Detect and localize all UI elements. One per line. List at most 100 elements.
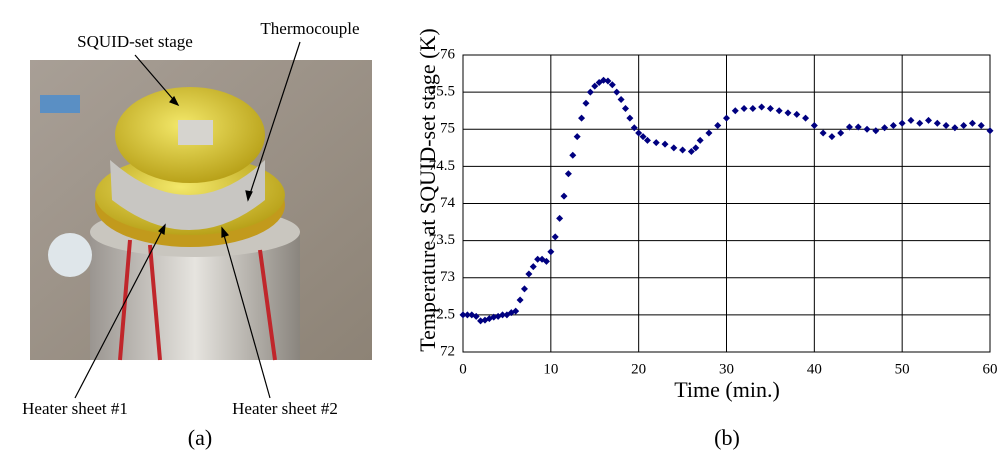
point xyxy=(863,125,871,133)
point xyxy=(819,129,827,137)
point xyxy=(582,99,590,107)
x-tick-label: 30 xyxy=(719,361,734,377)
y-tick-label: 72.5 xyxy=(429,306,455,322)
point xyxy=(986,127,994,135)
y-tick-label: 72 xyxy=(440,343,455,359)
point xyxy=(758,103,766,111)
point xyxy=(643,136,651,144)
caption: (b) xyxy=(714,425,740,450)
point xyxy=(705,129,713,137)
caption: (a) xyxy=(188,425,212,450)
point xyxy=(766,104,774,112)
point xyxy=(542,257,550,265)
point xyxy=(463,311,471,319)
y-tick-label: 75 xyxy=(440,121,455,137)
x-axis-title: Time (min.) xyxy=(674,377,780,402)
point xyxy=(714,122,722,130)
point xyxy=(925,116,933,124)
point xyxy=(569,151,577,159)
point xyxy=(507,309,515,317)
point xyxy=(696,136,704,144)
point xyxy=(731,107,739,115)
point xyxy=(942,122,950,130)
point xyxy=(661,140,669,148)
point xyxy=(516,296,524,304)
point xyxy=(845,123,853,131)
x-tick-label: 50 xyxy=(895,361,910,377)
point xyxy=(534,255,542,263)
point xyxy=(626,114,634,122)
point xyxy=(933,119,941,127)
point xyxy=(459,311,467,319)
point xyxy=(630,124,638,132)
point xyxy=(907,116,915,124)
point xyxy=(499,311,507,319)
y-tick-label: 73.5 xyxy=(429,232,455,248)
point xyxy=(670,144,678,152)
y-tick-label: 75.5 xyxy=(429,84,455,100)
point xyxy=(692,144,700,152)
point xyxy=(525,270,533,278)
point xyxy=(749,104,757,112)
photo-label: SQUID-set stage xyxy=(77,32,193,51)
plot-frame xyxy=(462,54,991,353)
point xyxy=(810,122,818,130)
point xyxy=(578,114,586,122)
point xyxy=(586,88,594,96)
point xyxy=(784,109,792,117)
point xyxy=(573,133,581,141)
x-tick-label: 10 xyxy=(543,361,558,377)
point xyxy=(652,139,660,147)
point xyxy=(556,214,564,222)
point xyxy=(775,107,783,115)
point xyxy=(898,119,906,127)
point xyxy=(977,122,985,130)
y-tick-label: 74 xyxy=(440,195,456,211)
point xyxy=(687,148,695,156)
point xyxy=(793,110,801,118)
point xyxy=(723,114,730,122)
point xyxy=(889,122,897,130)
arrows xyxy=(74,41,301,399)
y-tick-label: 73 xyxy=(440,269,455,285)
photo-label: Heater sheet #2 xyxy=(232,399,338,418)
point xyxy=(472,312,480,320)
point xyxy=(639,133,647,141)
point xyxy=(740,104,748,112)
point xyxy=(529,263,537,271)
point xyxy=(854,123,862,131)
point xyxy=(837,129,845,137)
point xyxy=(564,170,572,178)
point xyxy=(951,124,959,132)
point xyxy=(490,313,498,321)
point xyxy=(512,307,520,315)
point xyxy=(960,122,968,130)
point xyxy=(828,133,836,141)
point xyxy=(591,82,599,90)
point xyxy=(872,127,880,135)
point xyxy=(520,285,528,293)
point xyxy=(881,124,889,132)
point xyxy=(916,119,924,127)
y-tick-label: 76 xyxy=(440,46,456,62)
photo-label: Heater sheet #1 xyxy=(22,399,128,418)
point xyxy=(600,76,608,84)
point xyxy=(679,146,687,154)
point xyxy=(547,248,555,256)
y-tick-label: 74.5 xyxy=(429,158,455,174)
point xyxy=(604,77,612,85)
point xyxy=(608,81,616,89)
point xyxy=(613,88,621,96)
point xyxy=(617,96,625,104)
x-tick-label: 40 xyxy=(807,361,822,377)
point xyxy=(477,317,485,325)
point xyxy=(560,192,568,200)
point xyxy=(621,104,629,112)
x-tick-label: 60 xyxy=(983,361,998,377)
point xyxy=(968,119,976,127)
x-tick-label: 0 xyxy=(459,361,467,377)
point xyxy=(635,129,643,137)
photo-label: Thermocouple xyxy=(260,19,359,38)
